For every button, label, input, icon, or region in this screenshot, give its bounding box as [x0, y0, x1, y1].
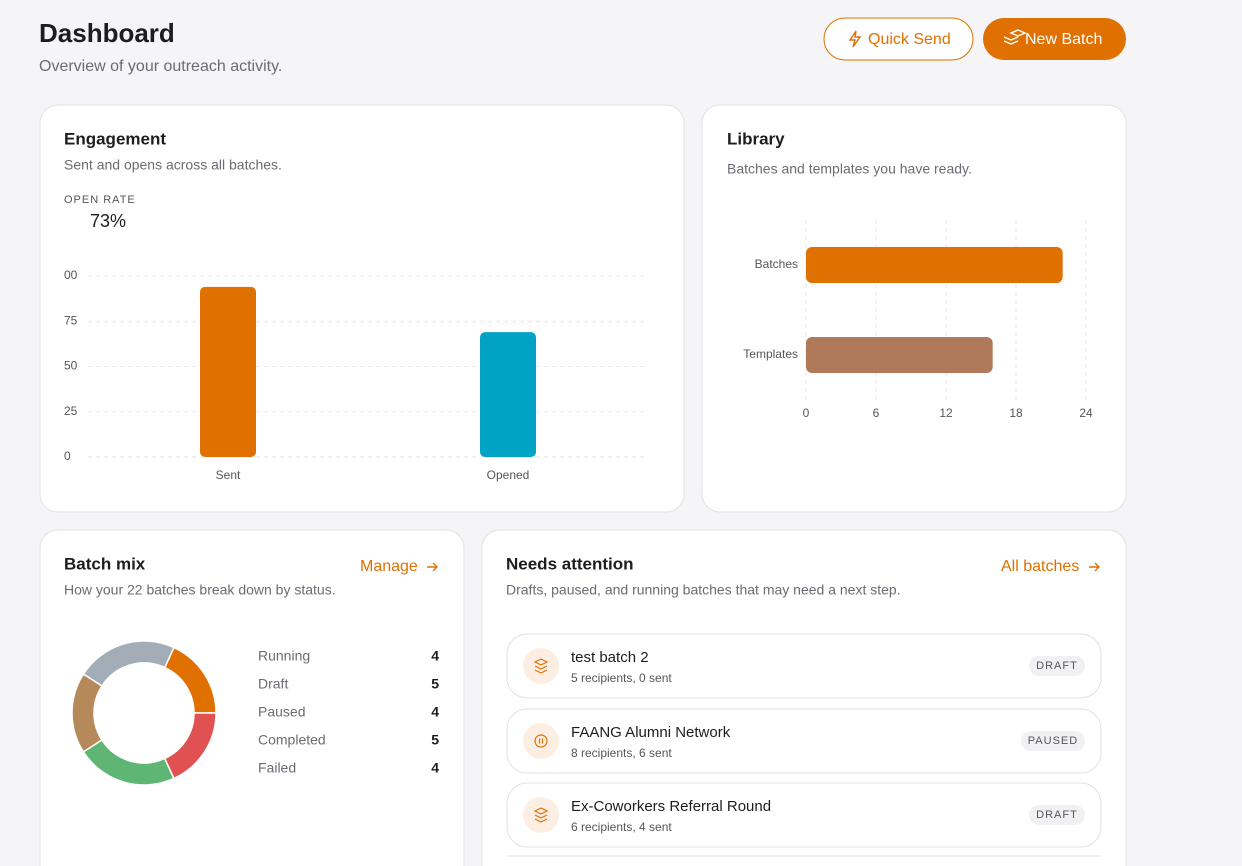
page-subtitle: Overview of your outreach activity.	[39, 58, 282, 75]
x-tick-label: Sent	[216, 468, 241, 482]
bar	[200, 286, 256, 457]
batch-name: FAANG Alumni Network	[571, 724, 731, 741]
status-label: DRAFT	[1036, 809, 1078, 821]
y-tick-label: 25	[64, 404, 78, 418]
pause-icon	[534, 734, 548, 748]
bolt-icon	[848, 30, 862, 48]
batch-name: Ex-Coworkers Referral Round	[571, 798, 771, 815]
x-tick-label: Opened	[487, 468, 530, 482]
arrow-icon	[427, 562, 438, 572]
button-label: New Batch	[1025, 31, 1102, 48]
legend-label: Running	[258, 648, 310, 664]
card-title: Engagement	[64, 129, 166, 148]
bar	[480, 332, 536, 457]
legend-label: Failed	[258, 760, 296, 776]
status-label: DRAFT	[1036, 660, 1078, 672]
link-label: Manage	[360, 558, 418, 575]
stack-icon	[533, 658, 549, 674]
row-frame	[506, 708, 1102, 774]
batch-row[interactable]: test batch 2 5 recipients, 0 sent DRAFT	[506, 633, 1102, 699]
legend-value: 4	[431, 704, 439, 720]
button-frame	[983, 18, 1126, 60]
card-subtitle: Drafts, paused, and running batches that…	[506, 582, 901, 598]
card-subtitle: Sent and opens across all batches.	[64, 157, 282, 173]
card-subtitle: How your 22 batches break down by status…	[64, 582, 336, 598]
row-icon-bg	[523, 723, 559, 759]
legend-value: 4	[431, 648, 439, 664]
stack-icon	[533, 807, 549, 823]
x-tick-label: 12	[939, 406, 953, 420]
y-tick-label: Batches	[755, 257, 798, 271]
stack-icon	[1003, 29, 1027, 45]
library-card	[701, 104, 1127, 513]
y-tick-label: 75	[64, 313, 78, 327]
page-title: Dashboard	[39, 18, 175, 48]
legend-value: 5	[431, 732, 439, 748]
row-icon-bg	[523, 648, 559, 684]
status-badge	[1029, 805, 1085, 825]
batch-detail: 8 recipients, 6 sent	[571, 746, 672, 760]
donut-segment	[163, 712, 217, 780]
card-title: Needs attention	[506, 554, 634, 573]
all-batches-link[interactable]: All batches	[1001, 558, 1100, 575]
batch-mix-card	[39, 529, 465, 866]
button-label: Quick Send	[868, 31, 951, 48]
batch-detail: 5 recipients, 0 sent	[571, 671, 672, 685]
arrow-icon	[1089, 562, 1100, 572]
x-tick-label: 18	[1009, 406, 1023, 420]
status-badge	[1021, 731, 1085, 751]
legend-label: Draft	[258, 676, 288, 692]
manage-link[interactable]: Manage	[360, 558, 438, 575]
status-badge	[1029, 656, 1085, 676]
quick-send-button[interactable]: Quick Send	[823, 17, 974, 61]
row-frame	[506, 633, 1102, 699]
status-label: PAUSED	[1028, 735, 1078, 747]
metric-value: 73%	[90, 211, 126, 231]
y-tick-label: 00	[64, 268, 78, 282]
legend-value: 5	[431, 676, 439, 692]
y-tick-label: Templates	[743, 347, 798, 361]
pause-icon	[538, 738, 544, 744]
card-subtitle: Batches and templates you have ready.	[727, 161, 972, 177]
row-frame	[506, 782, 1102, 848]
card-title: Library	[727, 129, 785, 148]
link-label: All batches	[1001, 558, 1079, 575]
x-tick-label: 24	[1079, 406, 1093, 420]
metric-label: OPEN RATE	[64, 194, 136, 206]
legend-label: Paused	[258, 704, 305, 720]
x-tick-label: 0	[803, 406, 810, 420]
bar	[806, 337, 993, 373]
batch-detail: 6 recipients, 4 sent	[571, 820, 672, 834]
x-tick-label: 6	[873, 406, 880, 420]
bar	[806, 247, 1063, 283]
button-frame	[823, 17, 974, 61]
y-tick-label: 50	[64, 359, 78, 373]
row-icon-bg	[523, 797, 559, 833]
new-batch-button[interactable]: New Batch	[983, 18, 1126, 60]
y-tick-label: 0	[64, 449, 71, 463]
card-title: Batch mix	[64, 554, 146, 573]
batch-name: test batch 2	[571, 649, 649, 666]
batch-row[interactable]: Ex-Coworkers Referral Round 6 recipients,…	[506, 782, 1102, 848]
legend-value: 4	[431, 760, 439, 776]
batch-row[interactable]: FAANG Alumni Network 8 recipients, 6 sent…	[506, 708, 1102, 774]
legend-label: Completed	[258, 732, 326, 748]
